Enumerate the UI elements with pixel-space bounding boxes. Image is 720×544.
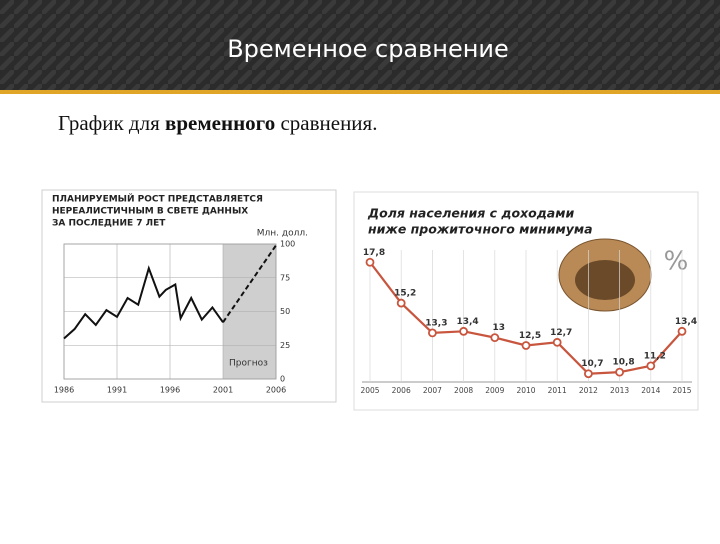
x-tick-label: 2013	[610, 386, 629, 395]
line-series	[63, 265, 224, 340]
chart-title: НЕРЕАЛИСТИЧНЫМ В СВЕТЕ ДАННЫХ	[52, 207, 248, 217]
value-label: 13,4	[456, 317, 478, 327]
header-band	[0, 0, 720, 90]
y-tick-label: 25	[280, 341, 290, 350]
wallet-inside	[575, 260, 635, 300]
x-tick-label: 1991	[107, 386, 127, 395]
x-tick-label: 2008	[454, 386, 473, 395]
slide-text: График для временного сравнения.	[58, 111, 377, 135]
point	[646, 361, 656, 371]
x-tick-label: 2012	[579, 386, 598, 395]
value-label: 12,7	[550, 328, 572, 338]
chart-title: Доля населения с доходами	[367, 206, 574, 221]
x-tick-label: 2010	[516, 386, 535, 395]
point	[396, 298, 406, 308]
axis-label: Млн. долл.	[257, 229, 308, 239]
value-label: 12,5	[519, 331, 541, 341]
point	[584, 369, 593, 379]
point	[490, 333, 500, 343]
slide-title: Временное сравнение	[227, 35, 509, 63]
text-part: сравнения.	[275, 111, 377, 135]
x-tick-label: 2015	[672, 386, 691, 395]
value-label: 17,8	[363, 248, 385, 258]
x-tick-label: 2005	[360, 386, 379, 395]
point	[459, 326, 469, 336]
point	[365, 257, 375, 267]
value-label: 13,4	[675, 317, 697, 327]
x-tick-label: 2006	[392, 386, 411, 395]
value-label: 13	[493, 323, 506, 333]
x-tick-label: 2007	[423, 386, 442, 395]
y-tick-label: 75	[280, 273, 290, 282]
y-tick-label: 0	[280, 375, 285, 384]
value-label: 11,2	[644, 351, 666, 361]
point	[552, 337, 562, 347]
x-tick-label: 1996	[160, 386, 180, 395]
value-label: 10,8	[612, 358, 634, 368]
chart-frame	[41, 189, 337, 403]
value-label: 15,2	[394, 289, 416, 299]
y-tick-label: 50	[280, 307, 290, 316]
unit-label: %	[664, 247, 689, 277]
x-tick-label: 2001	[213, 386, 233, 395]
x-tick-label: 1986	[54, 386, 74, 395]
forecast-label: Прогноз	[229, 359, 268, 369]
point	[677, 326, 687, 336]
chart-title: ниже прожиточного минимума	[368, 222, 593, 237]
text-part: временного	[165, 111, 275, 135]
x-tick-label: 2006	[266, 386, 286, 395]
y-tick-label: 100	[280, 240, 295, 249]
chart-title: ПЛАНИРУЕМЫЙ РОСТ ПРЕДСТАВЛЯЕТСЯ	[52, 193, 263, 205]
x-tick-label: 2011	[548, 386, 567, 395]
text-part: График для	[58, 111, 165, 135]
point	[427, 328, 437, 338]
value-label: 13,3	[425, 318, 447, 328]
x-tick-label: 2014	[641, 386, 660, 395]
chart-title: ЗА ПОСЛЕДНИЕ 7 ЛЕТ	[52, 219, 166, 229]
x-tick-label: 2009	[485, 386, 504, 395]
point	[521, 341, 531, 350]
point	[615, 367, 624, 377]
value-label: 10,7	[581, 359, 603, 369]
header-rule	[0, 90, 720, 94]
